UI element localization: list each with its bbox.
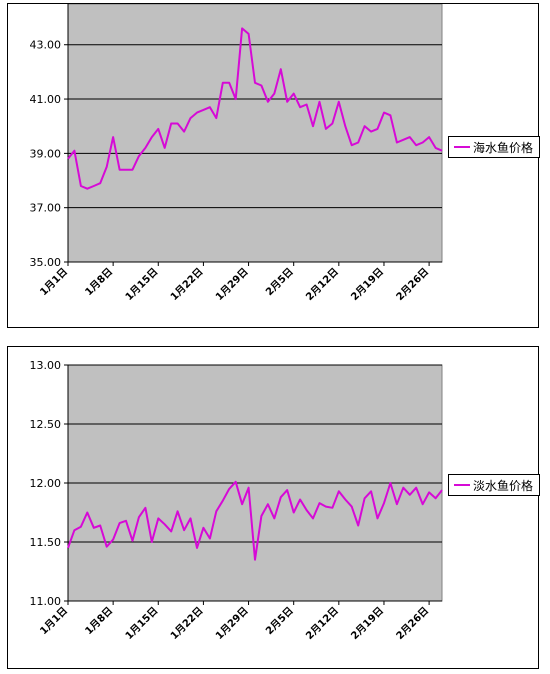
y-tick-label: 12.50 xyxy=(30,418,62,431)
x-tick-label: 2月5日 xyxy=(263,605,295,637)
x-tick-label: 1月8日 xyxy=(83,266,115,298)
x-tick-label: 1月15日 xyxy=(123,605,160,642)
y-tick-label: 43.00 xyxy=(30,39,62,52)
x-tick-label: 2月19日 xyxy=(349,605,386,642)
x-tick-label: 2月12日 xyxy=(304,266,341,303)
legend-label-saltwater: 海水鱼价格 xyxy=(473,140,534,155)
x-tick-label: 2月12日 xyxy=(304,605,341,642)
x-tick-label: 2月26日 xyxy=(394,605,431,642)
y-tick-label: 13.00 xyxy=(30,359,62,372)
y-tick-label: 11.00 xyxy=(30,595,62,608)
x-tick-label: 2月5日 xyxy=(263,266,295,298)
x-tick-label: 1月22日 xyxy=(168,605,205,642)
y-tick-label: 35.00 xyxy=(30,256,62,269)
x-tick-label: 2月19日 xyxy=(349,266,386,303)
y-tick-label: 41.00 xyxy=(30,93,62,106)
series-line xyxy=(67,27,443,190)
legend-line-swatch xyxy=(454,146,470,148)
legend-freshwater: 淡水鱼价格 xyxy=(448,474,540,496)
y-tick-label: 11.50 xyxy=(30,536,62,549)
legend-label-freshwater: 淡水鱼价格 xyxy=(473,478,534,493)
x-tick-label: 1月22日 xyxy=(168,266,205,303)
x-tick-label: 1月29日 xyxy=(213,266,250,303)
legend-line-swatch xyxy=(454,484,470,486)
legend-saltwater: 海水鱼价格 xyxy=(448,136,540,158)
y-tick-label: 37.00 xyxy=(30,202,62,215)
y-tick-label: 12.00 xyxy=(30,477,62,490)
x-tick-label: 1月1日 xyxy=(38,266,70,298)
plot-area xyxy=(67,4,443,263)
x-tick-label: 1月29日 xyxy=(213,605,250,642)
x-tick-label: 2月26日 xyxy=(394,266,431,303)
x-tick-label: 1月1日 xyxy=(38,605,70,637)
y-tick-label: 39.00 xyxy=(30,147,62,160)
chart-panel-saltwater: 35.00 37.00 39.00 41.00 43.00 1月1日 1月8日 1月15日 1月… xyxy=(7,3,540,328)
chart-panel-freshwater: 11.00 11.50 12.00 12.50 13.00 1月1日 1月8日 1月15日 1月… xyxy=(7,346,540,669)
x-tick-label: 1月8日 xyxy=(83,605,115,637)
x-tick-label: 1月15日 xyxy=(123,266,160,303)
series-line xyxy=(67,480,443,561)
